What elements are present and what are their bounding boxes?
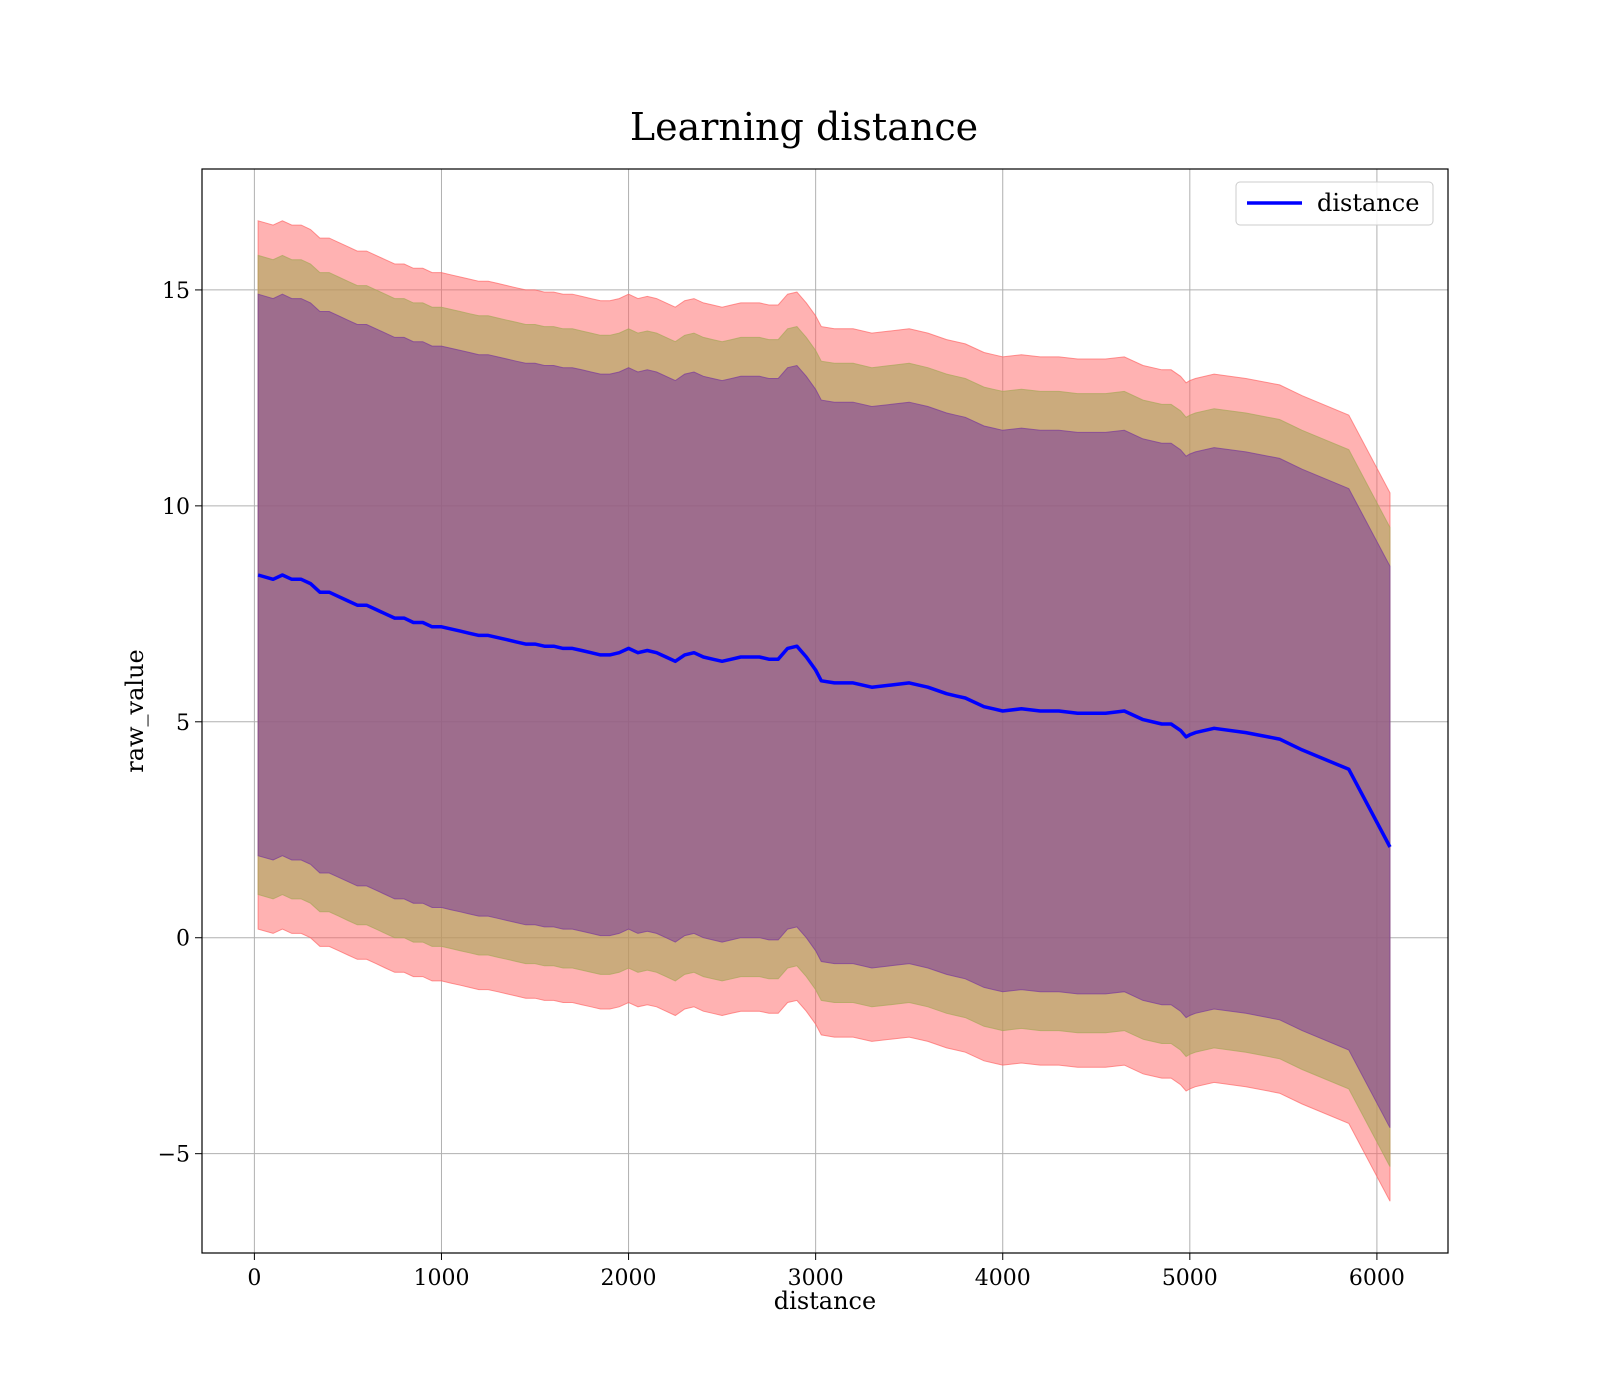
band-inner [257, 293, 1391, 1129]
x-tick-label: 5000 [1162, 1266, 1218, 1291]
legend-label: distance [1317, 189, 1419, 217]
y-tick-label: 5 [176, 711, 190, 736]
x-axis-label: distance [774, 1287, 876, 1315]
x-tick-label: 3000 [788, 1266, 844, 1291]
y-tick-label: 10 [162, 495, 190, 520]
y-tick-label: 15 [162, 279, 190, 304]
x-tick-label: 6000 [1349, 1266, 1405, 1291]
axis-ticks: 0 1000 2000 3000 4000 5000 6000 −5 0 5 10 15 [158, 279, 1405, 1291]
series-line-distance [257, 573, 1392, 848]
chart-title: Learning distance [630, 105, 978, 149]
confidence-bands [257, 220, 1391, 1202]
series-lines [257, 573, 1392, 848]
x-tick-label: 2000 [601, 1266, 657, 1291]
x-tick-label: 0 [247, 1266, 261, 1291]
x-tick-label: 1000 [413, 1266, 469, 1291]
plot-frame [201, 168, 1449, 1254]
legend: distance [1235, 181, 1434, 226]
x-tick-label: 4000 [975, 1266, 1031, 1291]
y-tick-label: −5 [158, 1143, 190, 1168]
y-tick-label: 0 [176, 927, 190, 952]
y-axis-label: raw_value [121, 649, 149, 773]
legend-box [1235, 181, 1434, 226]
